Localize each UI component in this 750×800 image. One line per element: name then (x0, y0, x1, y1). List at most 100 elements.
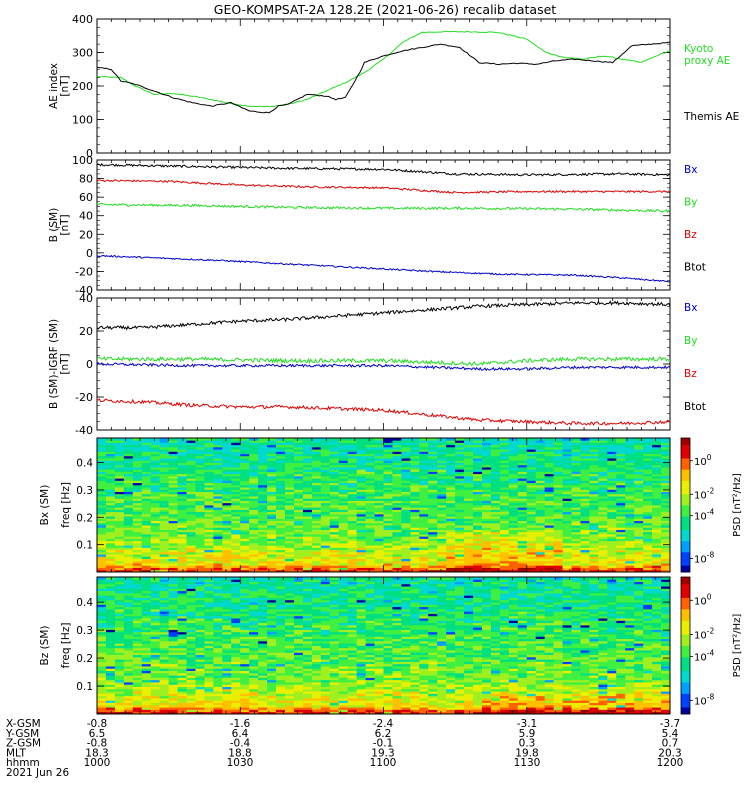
spectrogram-cell (302, 451, 313, 455)
spectrogram-cell (105, 707, 116, 710)
spectrogram-cell (195, 464, 205, 468)
spectrogram-cell (150, 618, 161, 621)
spectrogram-cell (168, 698, 178, 701)
spectrogram-cell (320, 502, 331, 506)
spectrogram-cell (105, 507, 116, 510)
spectrogram-cell (123, 469, 134, 472)
spectrogram-cell (159, 446, 170, 450)
spectrogram-cell (177, 513, 187, 517)
spectrogram-cell (258, 509, 268, 513)
spectrogram-cell (571, 449, 581, 452)
spectrogram-cell (607, 489, 617, 492)
spectrogram-cell (222, 507, 232, 510)
spectrogram-cell (114, 449, 125, 452)
spectrogram-cell (428, 496, 438, 499)
spectrogram-cell (320, 469, 331, 472)
spectrogram-cell (213, 482, 223, 486)
spectrogram-cell (446, 482, 456, 486)
spectrogram-cell (105, 682, 116, 685)
spectrogram-cell (285, 511, 295, 515)
spectrogram-cell (419, 496, 429, 499)
spectrogram-cell (293, 531, 304, 535)
spectrogram-cell (276, 482, 286, 486)
spectrogram-cell (159, 547, 170, 551)
spectrogram-cell (141, 650, 152, 653)
spectrogram-cell (150, 462, 161, 466)
spectrogram-cell (114, 502, 125, 506)
spectrogram-cell (186, 475, 196, 479)
spectrogram-cell (544, 563, 555, 566)
spectrogram-cell (150, 613, 161, 617)
spectrogram-cell (105, 622, 116, 626)
spectrogram-cell (285, 520, 295, 524)
spectrogram-cell (455, 455, 465, 459)
spectrogram-cell (195, 542, 205, 546)
spectrogram-cell (132, 556, 143, 559)
spectrogram-cell (285, 567, 295, 571)
spectrogram-cell (481, 509, 492, 513)
colorbar-segment (681, 442, 690, 446)
spectrogram-cell (195, 549, 205, 553)
spectrogram-cell (392, 522, 402, 526)
spectrogram-cell (97, 453, 107, 457)
y-axis-unit: [nT] (59, 75, 71, 96)
y-axis-label: AE index (48, 63, 60, 109)
spectrogram-cell (97, 480, 107, 484)
spectrogram-cell (410, 489, 420, 492)
spectrogram-cell (114, 444, 125, 448)
spectrogram-cell (258, 473, 268, 477)
spectrogram-cell (222, 442, 232, 446)
spectrogram-cell (114, 702, 125, 706)
spectrogram-cell (150, 654, 161, 658)
spectrogram-cell (652, 496, 662, 499)
spectrogram-cell (123, 663, 134, 667)
spectrogram-cell (159, 500, 170, 504)
spectrogram-cell (222, 493, 232, 497)
spectrogram-cell (267, 480, 277, 484)
y-axis-label: B (SM) (48, 208, 60, 242)
spectrogram-cell (97, 496, 107, 499)
spectrogram-cell (231, 511, 241, 515)
spectrogram-cell (168, 549, 178, 553)
spectrogram-cell (132, 666, 143, 669)
spectrogram-cell (204, 547, 214, 551)
spectrogram-cell (213, 556, 223, 559)
spectrogram-cell (123, 446, 134, 450)
spectrogram-cell (302, 507, 313, 510)
spectrogram-cell (114, 464, 125, 468)
spectrogram-cell (481, 442, 492, 446)
spectrogram-cell (311, 529, 322, 533)
spectrogram-cell (114, 489, 125, 492)
spectrogram-cell (276, 500, 286, 504)
spectrogram-cell (150, 698, 161, 701)
spectrogram-cell (132, 688, 143, 692)
spectrogram-cell (177, 516, 187, 519)
spectrogram-cell (150, 670, 161, 674)
spectrogram-cell (311, 556, 322, 559)
spectrogram-cell (293, 540, 304, 544)
spectrogram-cell (114, 484, 125, 488)
spectrogram-cell (150, 656, 161, 660)
spectrogram-cell (258, 502, 268, 506)
spectrogram-cell (114, 650, 125, 653)
spectrogram-cell (258, 538, 268, 542)
spectrogram-cell (168, 440, 178, 443)
spectrogram-cell (258, 438, 268, 441)
spectrogram-cell (258, 451, 268, 455)
spectrogram-cell (132, 629, 143, 633)
spectrogram-cell (168, 536, 178, 539)
spectrogram-cell (481, 563, 492, 566)
spectrogram-cell (105, 675, 116, 678)
spectrogram-cell (267, 442, 277, 446)
spectrogram-cell (105, 529, 116, 533)
spectrogram-cell (105, 684, 116, 687)
spectrogram-cell (105, 534, 116, 537)
spectrogram-cell (150, 702, 161, 706)
spectrogram-cell (114, 455, 125, 459)
spectrogram-cell (204, 534, 214, 537)
spectrogram-cell (159, 467, 170, 470)
spectrogram-cell (97, 451, 107, 455)
spectrogram-cell (168, 527, 178, 530)
spectrogram-cell (580, 563, 590, 566)
spectrogram-cell (249, 507, 259, 510)
